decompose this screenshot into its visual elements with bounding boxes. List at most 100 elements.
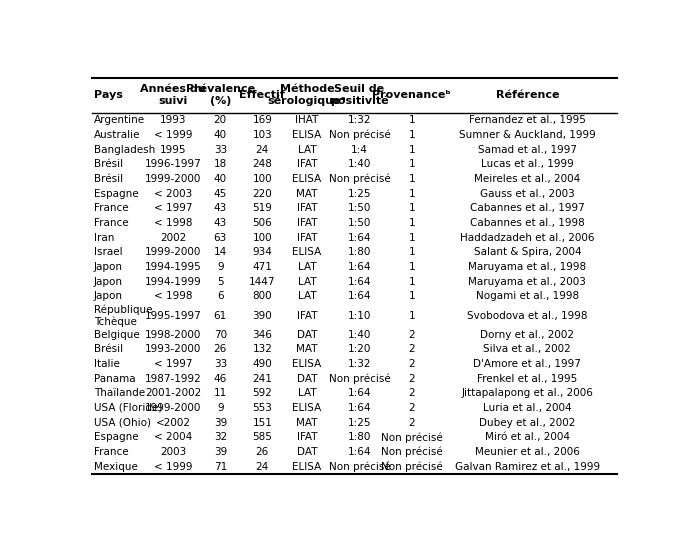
Text: 33: 33: [214, 145, 227, 154]
Text: Mexique: Mexique: [94, 462, 138, 472]
Text: Frenkel et al., 1995: Frenkel et al., 1995: [477, 373, 578, 384]
Text: Cabannes et al., 1998: Cabannes et al., 1998: [470, 218, 585, 228]
Text: Non précisé: Non précisé: [328, 130, 390, 140]
Text: < 1999: < 1999: [154, 462, 192, 472]
Text: 1: 1: [408, 115, 415, 125]
Text: 2003: 2003: [160, 447, 186, 457]
Text: 1:80: 1:80: [348, 433, 371, 442]
Text: Salant & Spira, 2004: Salant & Spira, 2004: [473, 248, 581, 257]
Text: 1: 1: [408, 233, 415, 243]
Text: 1:32: 1:32: [348, 115, 371, 125]
Text: France: France: [94, 218, 129, 228]
Text: IFAT: IFAT: [296, 233, 317, 243]
Text: 11: 11: [214, 388, 227, 398]
Text: Silva et al., 2002: Silva et al., 2002: [484, 344, 571, 354]
Text: Cabannes et al., 1997: Cabannes et al., 1997: [470, 203, 585, 214]
Text: LAT: LAT: [298, 145, 316, 154]
Text: 5: 5: [217, 277, 224, 287]
Text: 1:64: 1:64: [348, 447, 371, 457]
Text: 1998-2000: 1998-2000: [145, 330, 201, 340]
Text: 519: 519: [252, 203, 272, 214]
Text: 1447: 1447: [249, 277, 276, 287]
Text: LAT: LAT: [298, 262, 316, 272]
Text: 1: 1: [408, 159, 415, 170]
Text: Prévalence
(%): Prévalence (%): [186, 85, 255, 106]
Text: Non précisé: Non précisé: [381, 461, 443, 472]
Text: 1:80: 1:80: [348, 248, 371, 257]
Text: ELISA: ELISA: [292, 403, 321, 413]
Text: 553: 553: [252, 403, 272, 413]
Text: 934: 934: [252, 248, 272, 257]
Text: 1994-1999: 1994-1999: [144, 277, 202, 287]
Text: 46: 46: [214, 373, 227, 384]
Text: Thaïlande: Thaïlande: [94, 388, 145, 398]
Text: Effectif: Effectif: [239, 91, 285, 100]
Text: 490: 490: [252, 359, 272, 369]
Text: 1:20: 1:20: [348, 344, 371, 354]
Text: Samad et al., 1997: Samad et al., 1997: [477, 145, 577, 154]
Text: 1:25: 1:25: [348, 418, 371, 428]
Text: IFAT: IFAT: [296, 159, 317, 170]
Text: IHAT: IHAT: [295, 115, 319, 125]
Text: 1:50: 1:50: [348, 203, 371, 214]
Text: 40: 40: [214, 174, 227, 184]
Text: Australie: Australie: [94, 130, 140, 140]
Text: Haddadzadeh et al., 2006: Haddadzadeh et al., 2006: [460, 233, 594, 243]
Text: 1:64: 1:64: [348, 233, 371, 243]
Text: 63: 63: [214, 233, 227, 243]
Text: Panama: Panama: [94, 373, 135, 384]
Text: 1995-1997: 1995-1997: [144, 311, 202, 320]
Text: Japon: Japon: [94, 262, 123, 272]
Text: 24: 24: [256, 462, 269, 472]
Text: 2: 2: [408, 418, 415, 428]
Text: Pays: Pays: [94, 91, 123, 100]
Text: 39: 39: [214, 418, 227, 428]
Text: 241: 241: [252, 373, 272, 384]
Text: 18: 18: [214, 159, 227, 170]
Text: 220: 220: [252, 189, 272, 199]
Text: 585: 585: [252, 433, 272, 442]
Text: Seuil de
positivité: Seuil de positivité: [330, 84, 389, 106]
Text: < 2003: < 2003: [154, 189, 192, 199]
Text: 1: 1: [408, 262, 415, 272]
Text: 103: 103: [252, 130, 272, 140]
Text: 45: 45: [214, 189, 227, 199]
Text: 100: 100: [252, 174, 272, 184]
Text: Meireles et al., 2004: Meireles et al., 2004: [474, 174, 580, 184]
Text: Miró et al., 2004: Miró et al., 2004: [485, 433, 570, 442]
Text: 346: 346: [252, 330, 272, 340]
Text: Iran: Iran: [94, 233, 114, 243]
Text: ELISA: ELISA: [292, 359, 321, 369]
Text: 14: 14: [214, 248, 227, 257]
Text: 1:64: 1:64: [348, 292, 371, 301]
Text: LAT: LAT: [298, 388, 316, 398]
Text: Référence: Référence: [495, 91, 559, 100]
Text: Sumner & Auckland, 1999: Sumner & Auckland, 1999: [459, 130, 596, 140]
Text: < 1997: < 1997: [154, 359, 192, 369]
Text: 1: 1: [408, 292, 415, 301]
Text: 2: 2: [408, 344, 415, 354]
Text: 1: 1: [408, 277, 415, 287]
Text: 9: 9: [217, 262, 224, 272]
Text: USA (Floride): USA (Floride): [94, 403, 162, 413]
Text: Italie: Italie: [94, 359, 120, 369]
Text: Belgique: Belgique: [94, 330, 140, 340]
Text: 20: 20: [214, 115, 227, 125]
Text: 39: 39: [214, 447, 227, 457]
Text: < 1997: < 1997: [154, 203, 192, 214]
Text: Israel: Israel: [94, 248, 122, 257]
Text: 2: 2: [408, 359, 415, 369]
Text: 33: 33: [214, 359, 227, 369]
Text: Brésil: Brésil: [94, 174, 123, 184]
Text: IFAT: IFAT: [296, 311, 317, 320]
Text: ELISA: ELISA: [292, 174, 321, 184]
Text: 132: 132: [252, 344, 272, 354]
Text: Non précisé: Non précisé: [381, 432, 443, 443]
Text: DAT: DAT: [296, 447, 317, 457]
Text: Dorny et al., 2002: Dorny et al., 2002: [480, 330, 574, 340]
Text: 1:64: 1:64: [348, 262, 371, 272]
Text: 26: 26: [214, 344, 227, 354]
Text: 1: 1: [408, 174, 415, 184]
Text: 1:4: 1:4: [351, 145, 368, 154]
Text: 800: 800: [252, 292, 272, 301]
